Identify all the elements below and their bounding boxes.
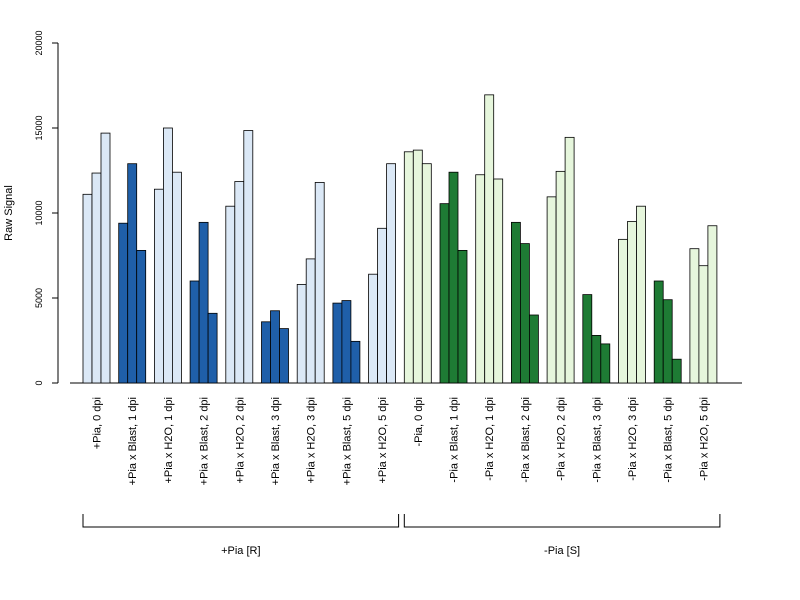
- bar: [698, 265, 709, 384]
- bar: [448, 171, 459, 384]
- bar: [707, 225, 718, 384]
- group-bracket: [403, 514, 721, 528]
- category-labels: +Pia, 0 dpi +Pia x Blast, 1 dpi +Pia x H2O…: [92, 397, 711, 485]
- bar: [618, 238, 628, 384]
- bar: [377, 227, 388, 384]
- bar: [529, 314, 539, 384]
- bar: [421, 163, 432, 384]
- x-tick-label: -Pia x Blast, 2 dpi: [520, 397, 532, 483]
- bar: [591, 334, 602, 384]
- bar: [627, 221, 637, 384]
- bar: [520, 243, 530, 384]
- bars: [82, 94, 718, 384]
- x-tick-label: -Pia x Blast, 1 dpi: [449, 397, 461, 483]
- x-tick-label: +Pia x H2O, 3 dpi: [306, 397, 318, 484]
- y-axis: 0 5000 10000 15000 20000: [34, 30, 59, 386]
- y-axis-label: Raw Signal: [3, 185, 15, 241]
- bar: [82, 193, 93, 384]
- bar: [341, 300, 352, 384]
- bar: [136, 249, 147, 384]
- bar: [171, 171, 182, 384]
- bar: [582, 294, 593, 384]
- bar: [296, 283, 307, 384]
- bar: [600, 343, 611, 384]
- y-tick-label: 0: [34, 380, 44, 385]
- bar: [189, 280, 200, 384]
- group-brackets: +Pia [R] -Pia [S]: [82, 514, 721, 557]
- x-tick-label: +Pia x H2O, 5 dpi: [377, 397, 389, 484]
- bar: [689, 248, 700, 384]
- bar: [439, 203, 450, 384]
- bar: [457, 249, 468, 384]
- bar: [484, 94, 495, 384]
- bar: [386, 163, 397, 384]
- bar: [100, 132, 111, 384]
- bar: [91, 172, 102, 384]
- bar: [636, 205, 646, 384]
- y-tick-label: 15000: [34, 115, 44, 140]
- group-label: -Pia [S]: [544, 545, 580, 557]
- bar: [555, 170, 566, 384]
- bar: [403, 151, 414, 384]
- bar: [475, 174, 486, 384]
- bar: [270, 310, 280, 384]
- x-tick-label: +Pia x H2O, 1 dpi: [163, 397, 175, 484]
- bar: [493, 178, 504, 384]
- bar: [368, 273, 379, 384]
- bar: [332, 302, 343, 384]
- x-tick-label: +Pia x Blast, 2 dpi: [199, 397, 211, 485]
- y-tick-label: 10000: [34, 200, 44, 225]
- bar: [671, 358, 682, 384]
- bar: [153, 188, 164, 384]
- bar: [127, 163, 138, 384]
- bar: [198, 221, 209, 384]
- bar: [207, 312, 218, 384]
- bar: [314, 181, 325, 384]
- x-tick-label: -Pia x H2O, 3 dpi: [627, 397, 639, 481]
- bar: [546, 196, 557, 384]
- bar: [162, 127, 173, 384]
- bar: [662, 299, 673, 384]
- bar: [412, 149, 423, 384]
- bar: [243, 130, 254, 384]
- group-bracket: [82, 514, 400, 528]
- x-tick-label: -Pia x Blast, 5 dpi: [663, 397, 675, 483]
- x-tick-label: -Pia x H2O, 1 dpi: [484, 397, 496, 481]
- bar: [305, 258, 316, 384]
- bar: [350, 340, 361, 384]
- bar: [225, 205, 236, 384]
- x-tick-label: -Pia x Blast, 3 dpi: [591, 397, 603, 483]
- x-tick-label: -Pia x H2O, 5 dpi: [698, 397, 710, 481]
- bar: [118, 222, 129, 384]
- y-tick-label: 20000: [34, 30, 44, 55]
- bar: [510, 221, 521, 384]
- bar: [564, 136, 575, 384]
- x-tick-label: -Pia, 0 dpi: [413, 397, 425, 447]
- x-tick-label: +Pia, 0 dpi: [92, 397, 104, 449]
- bar: [279, 328, 289, 384]
- x-tick-label: +Pia x Blast, 5 dpi: [341, 397, 353, 485]
- group-label: +Pia [R]: [221, 545, 260, 557]
- x-tick-label: -Pia x H2O, 2 dpi: [556, 397, 568, 481]
- y-tick-label: 5000: [34, 288, 44, 308]
- x-tick-label: +Pia x Blast, 1 dpi: [127, 397, 139, 485]
- bar: [261, 321, 271, 384]
- x-tick-label: +Pia x Blast, 3 dpi: [270, 397, 282, 485]
- bar: [234, 181, 245, 384]
- bar: [653, 280, 664, 384]
- x-tick-label: +Pia x H2O, 2 dpi: [234, 397, 246, 484]
